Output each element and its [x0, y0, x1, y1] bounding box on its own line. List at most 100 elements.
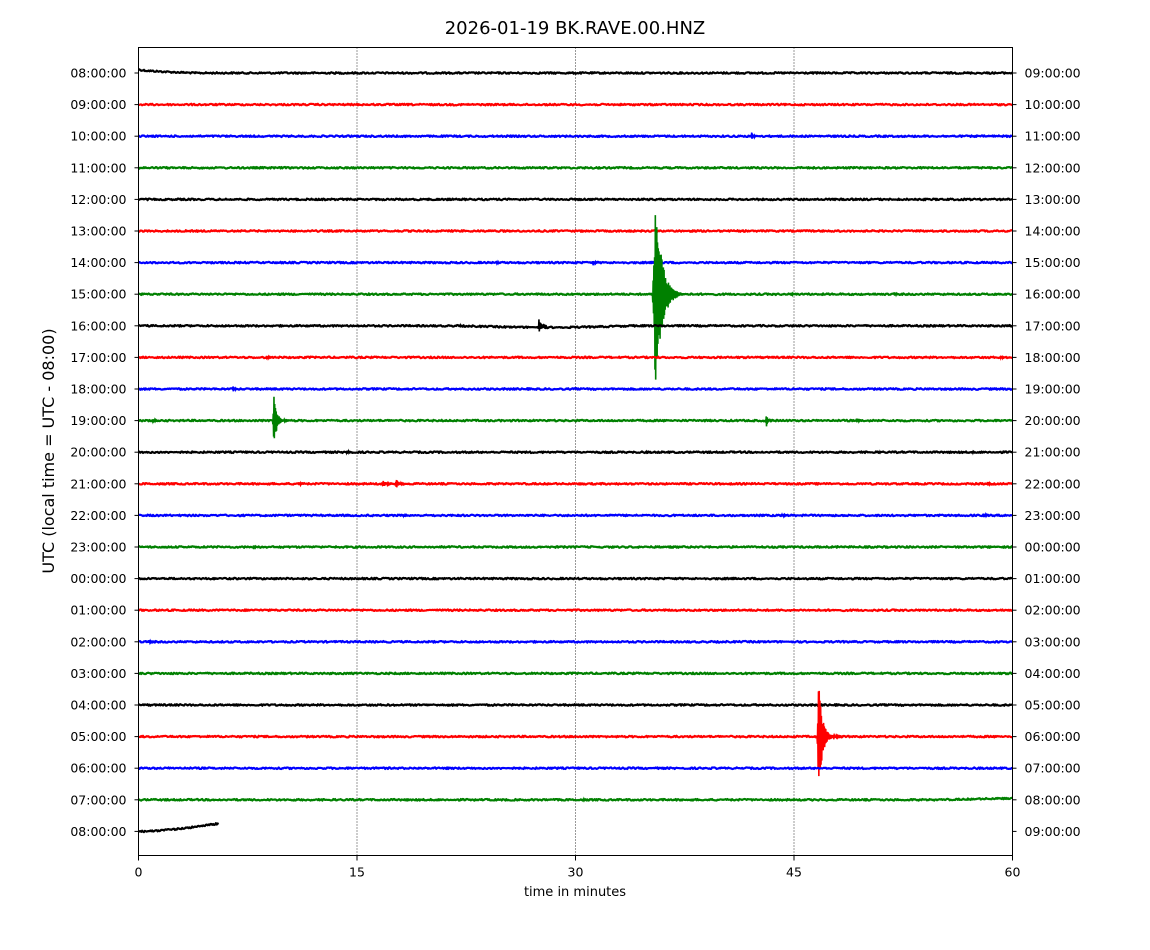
left-time-label: 07:00:00 [70, 792, 126, 807]
left-time-label: 20:00:00 [70, 445, 126, 460]
left-time-label: 13:00:00 [70, 224, 126, 239]
trace-row-5 [138, 229, 1013, 233]
event-row-8-1 [537, 319, 548, 332]
right-time-label: 15:00:00 [1025, 255, 1081, 270]
right-time-label: 21:00:00 [1025, 445, 1081, 460]
y-axis-label: UTC (local time = UTC - 08:00) [39, 328, 58, 573]
left-time-label: 15:00:00 [70, 287, 126, 302]
event-row-18-0 [145, 638, 161, 646]
left-time-label: 16:00:00 [70, 318, 126, 333]
trace-row-20 [138, 703, 1013, 707]
event-row-6-0 [495, 259, 501, 266]
trace-row-14 [138, 513, 1013, 518]
event-row-11-3 [855, 418, 863, 425]
left-time-label: 21:00:00 [70, 476, 126, 491]
x-tick-label: 45 [786, 865, 802, 880]
event-row-11-1 [271, 396, 288, 439]
trace-row-4 [138, 197, 1013, 202]
trace-row-16 [138, 576, 1013, 581]
trace-row-1 [138, 102, 1014, 107]
left-time-label: 19:00:00 [70, 413, 126, 428]
x-tick-label: 0 [135, 865, 143, 880]
trace-row-15 [138, 545, 1013, 549]
trace-row-23 [138, 796, 1013, 802]
left-time-label: 08:00:00 [70, 66, 126, 81]
left-time-label: 01:00:00 [70, 603, 126, 618]
right-time-label: 17:00:00 [1025, 318, 1081, 333]
right-time-label: 16:00:00 [1025, 287, 1081, 302]
left-time-label: 09:00:00 [70, 97, 126, 112]
left-time-label: 18:00:00 [70, 382, 126, 397]
right-time-label: 13:00:00 [1025, 192, 1081, 207]
right-time-label: 05:00:00 [1025, 698, 1081, 713]
right-time-label: 10:00:00 [1025, 97, 1081, 112]
event-row-9-1 [999, 354, 1007, 361]
event-row-7-2 [893, 291, 899, 298]
left-time-label: 04:00:00 [70, 698, 126, 713]
trace-row-18 [138, 639, 1014, 644]
event-row-14-1 [780, 512, 793, 519]
right-time-label: 19:00:00 [1025, 382, 1081, 397]
event-row-13-1 [381, 480, 397, 488]
right-time-label: 00:00:00 [1025, 540, 1081, 555]
trace-row-11 [137, 418, 1014, 423]
right-time-label: 07:00:00 [1025, 761, 1081, 776]
event-row-13-3 [986, 480, 994, 488]
right-time-label: 22:00:00 [1025, 476, 1081, 491]
event-row-23-0 [581, 796, 587, 803]
event-row-15-0 [252, 544, 258, 550]
event-row-6-1 [591, 259, 600, 267]
trace-row-22 [137, 766, 1014, 771]
left-time-label: 06:00:00 [70, 761, 126, 776]
event-row-11-0 [151, 417, 160, 425]
right-time-label: 02:00:00 [1025, 603, 1081, 618]
left-time-label: 17:00:00 [70, 350, 126, 365]
left-time-label: 08:00:00 [70, 824, 126, 839]
trace-row-24 [138, 822, 220, 834]
right-time-label: 11:00:00 [1025, 129, 1081, 144]
trace-row-21 [137, 734, 1013, 739]
trace-row-13 [137, 481, 1014, 486]
left-time-label: 22:00:00 [70, 508, 126, 523]
event-row-11-2 [764, 416, 774, 427]
trace-row-12 [137, 450, 1013, 455]
right-time-label: 09:00:00 [1025, 66, 1081, 81]
trace-row-7 [138, 292, 1013, 297]
trace-row-0 [138, 68, 1014, 75]
right-time-label: 06:00:00 [1025, 729, 1081, 744]
right-time-label: 09:00:00 [1025, 824, 1081, 839]
trace-row-2 [137, 134, 1014, 139]
event-row-14-0 [402, 512, 409, 519]
left-time-label: 12:00:00 [70, 192, 126, 207]
event-row-7-0 [651, 215, 686, 380]
x-axis: 0 15 30 45 60 [135, 855, 1021, 880]
trace-row-9 [138, 355, 1013, 360]
left-time-label: 10:00:00 [70, 129, 126, 144]
trace-row-3 [137, 165, 1013, 170]
event-row-8-0 [457, 322, 464, 329]
trace-row-6 [137, 260, 1014, 265]
event-row-12-2 [877, 449, 883, 455]
x-tick-label: 15 [349, 865, 365, 880]
right-time-label: 04:00:00 [1025, 666, 1081, 681]
event-row-13-2 [394, 479, 409, 488]
left-time-label: 23:00:00 [70, 540, 126, 555]
right-time-label: 08:00:00 [1025, 792, 1081, 807]
event-row-14-2 [981, 511, 991, 519]
right-time-label: 20:00:00 [1025, 413, 1081, 428]
event-row-10-0 [231, 386, 239, 393]
right-time-label: 03:00:00 [1025, 634, 1081, 649]
left-time-label: 03:00:00 [70, 666, 126, 681]
event-row-7-1 [789, 291, 796, 298]
event-row-21-1 [816, 690, 836, 777]
left-time-label: 05:00:00 [70, 729, 126, 744]
trace-row-8 [138, 323, 1014, 330]
trace-row-17 [137, 608, 1013, 613]
x-axis-label: time in minutes [524, 885, 626, 900]
chart-title: 2026-01-19 BK.RAVE.00.HNZ [445, 18, 706, 39]
x-tick-label: 60 [1005, 865, 1021, 880]
right-time-label: 23:00:00 [1025, 508, 1081, 523]
event-row-2-0 [750, 132, 758, 140]
event-row-12-3 [970, 449, 976, 456]
